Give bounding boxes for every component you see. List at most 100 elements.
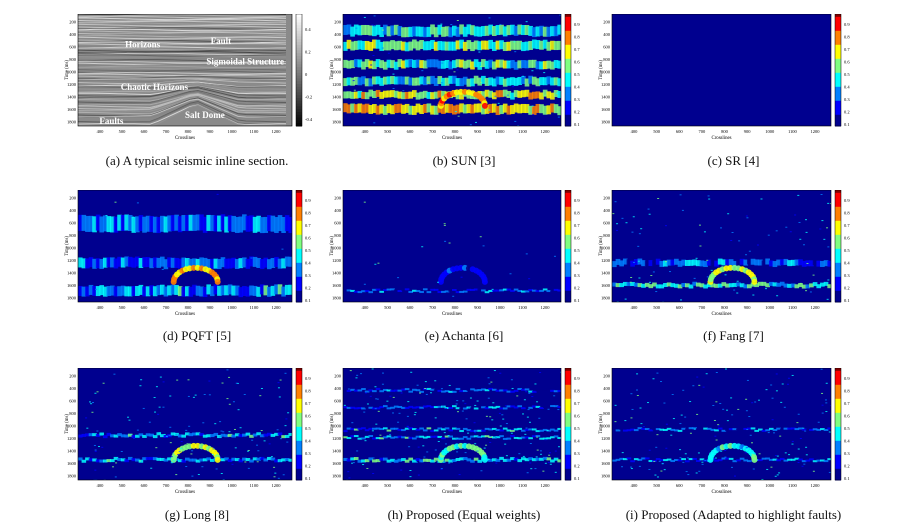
- panel-a-image: Horizons Fault Sigmoidal Structure Chaotic …: [78, 14, 292, 126]
- y-tick-label: 1800: [601, 474, 611, 479]
- x-axis-label: Crosslines: [712, 312, 732, 317]
- colorbar-tick-label: 0.9: [844, 22, 850, 27]
- x-tick-label: 600: [141, 129, 149, 134]
- x-tick-label: 900: [744, 483, 752, 488]
- y-tick-label: 1000: [67, 246, 77, 251]
- x-axis-label: Crosslines: [442, 490, 462, 495]
- panel-i-caption: (i) Proposed (Adapted to highlight fault…: [625, 507, 842, 522]
- y-tick-label: 200: [334, 196, 342, 201]
- y-axis-label: Time (ms): [65, 236, 70, 256]
- y-tick-label: 400: [603, 386, 611, 391]
- x-tick-label: 1000: [228, 129, 238, 134]
- y-tick-label: 1200: [601, 436, 611, 441]
- x-tick-label: 1000: [228, 483, 238, 488]
- x-tick-label: 1200: [541, 305, 551, 310]
- y-tick-label: 1200: [67, 436, 77, 441]
- panel-e-caption: (e) Achanta [6]: [424, 328, 504, 343]
- x-tick-label: 1100: [250, 483, 260, 488]
- x-tick-label: 1100: [788, 305, 798, 310]
- x-axis-label: Crosslines: [712, 490, 732, 495]
- x-tick-label: 400: [97, 483, 105, 488]
- x-axis-label: Crosslines: [175, 490, 195, 495]
- colorbar-tick-label: 0.4: [574, 438, 580, 443]
- x-tick-label: 900: [207, 305, 215, 310]
- y-tick-label: 1600: [601, 283, 611, 288]
- colorbar-tick-label: 0.2: [574, 109, 580, 114]
- x-tick-label: 800: [452, 483, 460, 488]
- x-tick-label: 800: [185, 305, 193, 310]
- annotation-1: Fault: [211, 36, 232, 46]
- colorbar-tick-label: 0.3: [305, 451, 311, 456]
- x-tick-label: 700: [429, 483, 437, 488]
- panel-b-caption: (b) SUN [3]: [432, 153, 496, 168]
- y-tick-label: 1600: [332, 461, 342, 466]
- x-tick-label: 500: [119, 129, 127, 134]
- colorbar-tick-label: 0.2: [844, 109, 850, 114]
- y-tick-label: 1800: [67, 120, 77, 125]
- panel-c-image: [612, 14, 831, 126]
- y-axis-label: Time (ms): [65, 414, 70, 434]
- colorbar-tick-label: 0.1: [305, 476, 311, 481]
- x-tick-label: 1000: [496, 129, 506, 134]
- panel-f-caption: (f) Fang [7]: [703, 328, 764, 343]
- y-tick-label: 200: [69, 196, 77, 201]
- colorbar-tick-label: 0.1: [844, 298, 850, 303]
- panel-i-plot: 0.9 0.8 0.7 0.6 0.5 0.4 0.3 0.2 0.1 200 400 600 800 1…: [599, 368, 850, 495]
- y-tick-label: 400: [334, 208, 342, 213]
- colorbar-tick-label: 0.9: [844, 376, 850, 381]
- x-tick-label: 1200: [272, 483, 282, 488]
- y-tick-label: 1000: [332, 246, 342, 251]
- panel-h-plot: 0.9 0.8 0.7 0.6 0.5 0.4 0.3 0.2 0.1 200 400 600 800 1…: [330, 368, 580, 495]
- x-tick-label: 600: [407, 129, 415, 134]
- x-tick-label: 1000: [496, 305, 506, 310]
- y-tick-label: 1600: [601, 107, 611, 112]
- colorbar-tick-label: 0.7: [305, 223, 311, 228]
- colorbar-tick-label: 0.3: [574, 451, 580, 456]
- colorbar-tick-label: 0.2: [305, 463, 311, 468]
- colorbar-tick-label: 0.2: [844, 285, 850, 290]
- y-tick-label: 400: [334, 32, 342, 37]
- colorbar-tick-label: 0.8: [844, 211, 850, 216]
- x-tick-label: 700: [699, 483, 707, 488]
- x-tick-label: 500: [384, 483, 392, 488]
- x-tick-label: 400: [631, 483, 639, 488]
- panel-c-caption: (c) SR [4]: [707, 153, 760, 168]
- x-tick-label: 600: [676, 129, 684, 134]
- x-tick-label: 400: [362, 129, 370, 134]
- colorbar-tick-label: 0.8: [844, 35, 850, 40]
- x-tick-label: 800: [721, 483, 729, 488]
- colorbar-tick-label: 0.8: [305, 211, 311, 216]
- x-tick-label: 1100: [518, 483, 528, 488]
- colorbar-tick-label: 0.3: [844, 273, 850, 278]
- panel-f-plot: 0.9 0.8 0.7 0.6 0.5 0.4 0.3 0.2 0.1 200 400 600 800 1…: [599, 190, 850, 317]
- y-tick-label: 1600: [67, 107, 77, 112]
- x-axis-label: Crosslines: [442, 136, 462, 141]
- y-tick-label: 1400: [601, 95, 611, 100]
- colorbar-tick-label: 0.4: [574, 260, 580, 265]
- y-tick-label: 800: [603, 57, 611, 62]
- panel-h-caption: (h) Proposed (Equal weights): [387, 507, 541, 522]
- y-axis-label: Time (ms): [65, 60, 70, 80]
- x-tick-label: 1200: [541, 483, 551, 488]
- x-tick-label: 700: [163, 483, 171, 488]
- x-tick-label: 700: [163, 305, 171, 310]
- y-tick-label: 600: [69, 221, 77, 226]
- colorbar-tick-label: 0.4: [305, 260, 311, 265]
- x-axis-label: Crosslines: [712, 136, 732, 141]
- colorbar-tick-label: 0.3: [305, 273, 311, 278]
- y-tick-label: 1000: [601, 70, 611, 75]
- x-tick-label: 400: [631, 305, 639, 310]
- colorbar-tick-label: 0.6: [305, 414, 311, 419]
- x-tick-label: 700: [429, 129, 437, 134]
- y-tick-label: 200: [603, 20, 611, 25]
- x-tick-label: 500: [119, 483, 127, 488]
- x-tick-label: 1200: [811, 483, 821, 488]
- colorbar-tick-label: 0.3: [844, 97, 850, 102]
- colorbar-tick-label: -0.4: [305, 117, 313, 122]
- y-tick-label: 600: [603, 45, 611, 50]
- y-tick-label: 400: [69, 208, 77, 213]
- y-tick-label: 800: [334, 233, 342, 238]
- x-tick-label: 500: [119, 305, 127, 310]
- annotation-4: Salt Dome: [185, 110, 225, 120]
- x-tick-label: 400: [631, 129, 639, 134]
